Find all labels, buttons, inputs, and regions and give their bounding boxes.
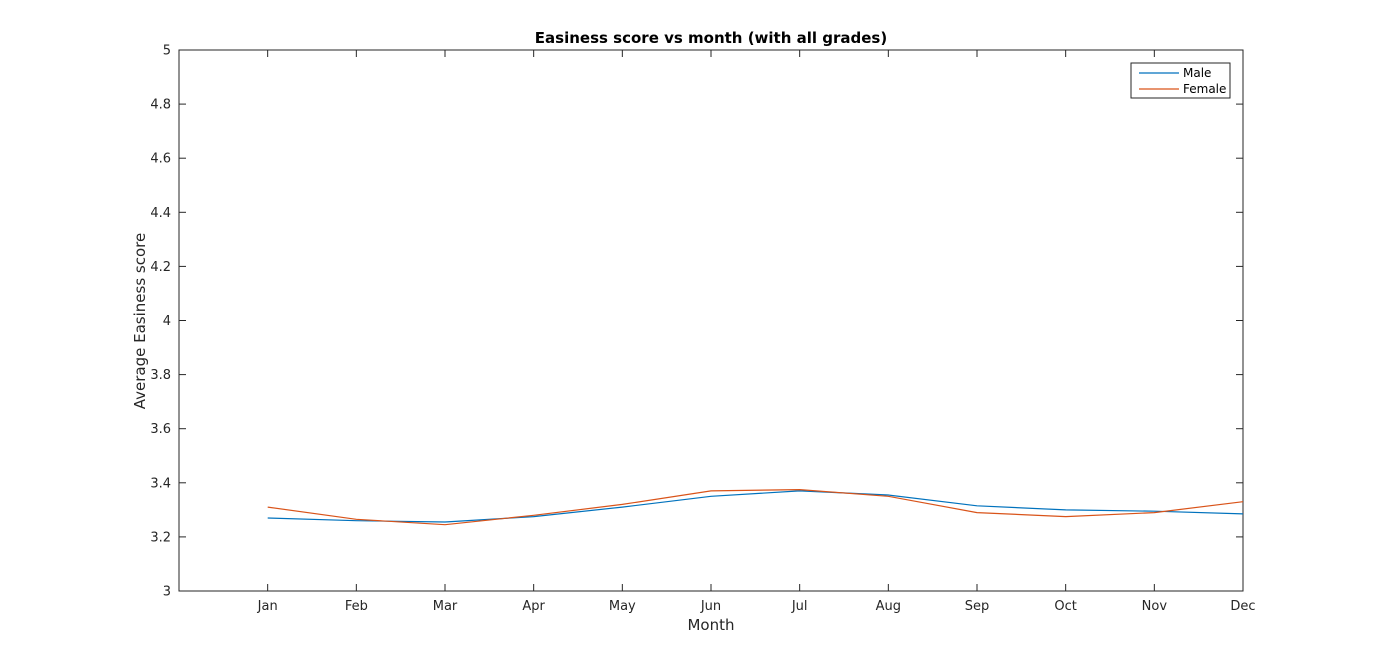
y-axis-ticks: 3 3.2 3.4 3.6 3.8 4 4.2 4.4 4.6 4.8 5 <box>150 44 1243 600</box>
y-axis-label: Average Easiness score <box>131 233 149 409</box>
legend-label-male: Male <box>1183 66 1211 80</box>
legend-box <box>1130 62 1231 99</box>
x-tick-label: Jan <box>257 599 278 614</box>
series-lines <box>267 488 1244 526</box>
y-tick-label: 3.4 <box>150 476 171 491</box>
y-tick-label: 4.8 <box>150 98 171 113</box>
y-tick-label: 3.2 <box>150 530 171 545</box>
x-axis-ticks: Jan Feb Mar Apr May Jun Jul Aug Sep Oct Nov Dec <box>257 50 1256 614</box>
chart-title: Easiness score vs month (with all grades… <box>535 29 887 47</box>
y-tick-label: 4.2 <box>150 260 171 275</box>
x-tick-label: Apr <box>522 599 545 614</box>
series-line-male <box>267 490 1244 523</box>
plot-area <box>178 49 1244 592</box>
legend: Male Female <box>1130 62 1231 99</box>
x-tick-label: Oct <box>1054 599 1076 614</box>
y-tick-label: 5 <box>163 44 171 59</box>
y-tick-label: 3 <box>163 585 171 600</box>
x-tick-label: Jul <box>791 599 808 614</box>
y-tick-label: 3.8 <box>150 368 171 383</box>
x-tick-label: Nov <box>1142 599 1168 614</box>
y-tick-label: 4.6 <box>150 152 171 167</box>
y-tick-label: 4 <box>163 314 171 329</box>
x-tick-label: Aug <box>876 599 901 614</box>
x-tick-label: May <box>609 599 636 614</box>
y-tick-label: 3.6 <box>150 422 171 437</box>
x-tick-label: Dec <box>1230 599 1255 614</box>
y-tick-label: 4.4 <box>150 206 171 221</box>
x-tick-label: Sep <box>965 599 990 614</box>
x-tick-label: Jun <box>700 599 721 614</box>
x-tick-label: Feb <box>345 599 368 614</box>
x-axis-label: Month <box>687 616 734 634</box>
x-tick-label: Mar <box>433 599 458 614</box>
series-line-female <box>267 488 1244 526</box>
legend-label-female: Female <box>1183 82 1226 96</box>
